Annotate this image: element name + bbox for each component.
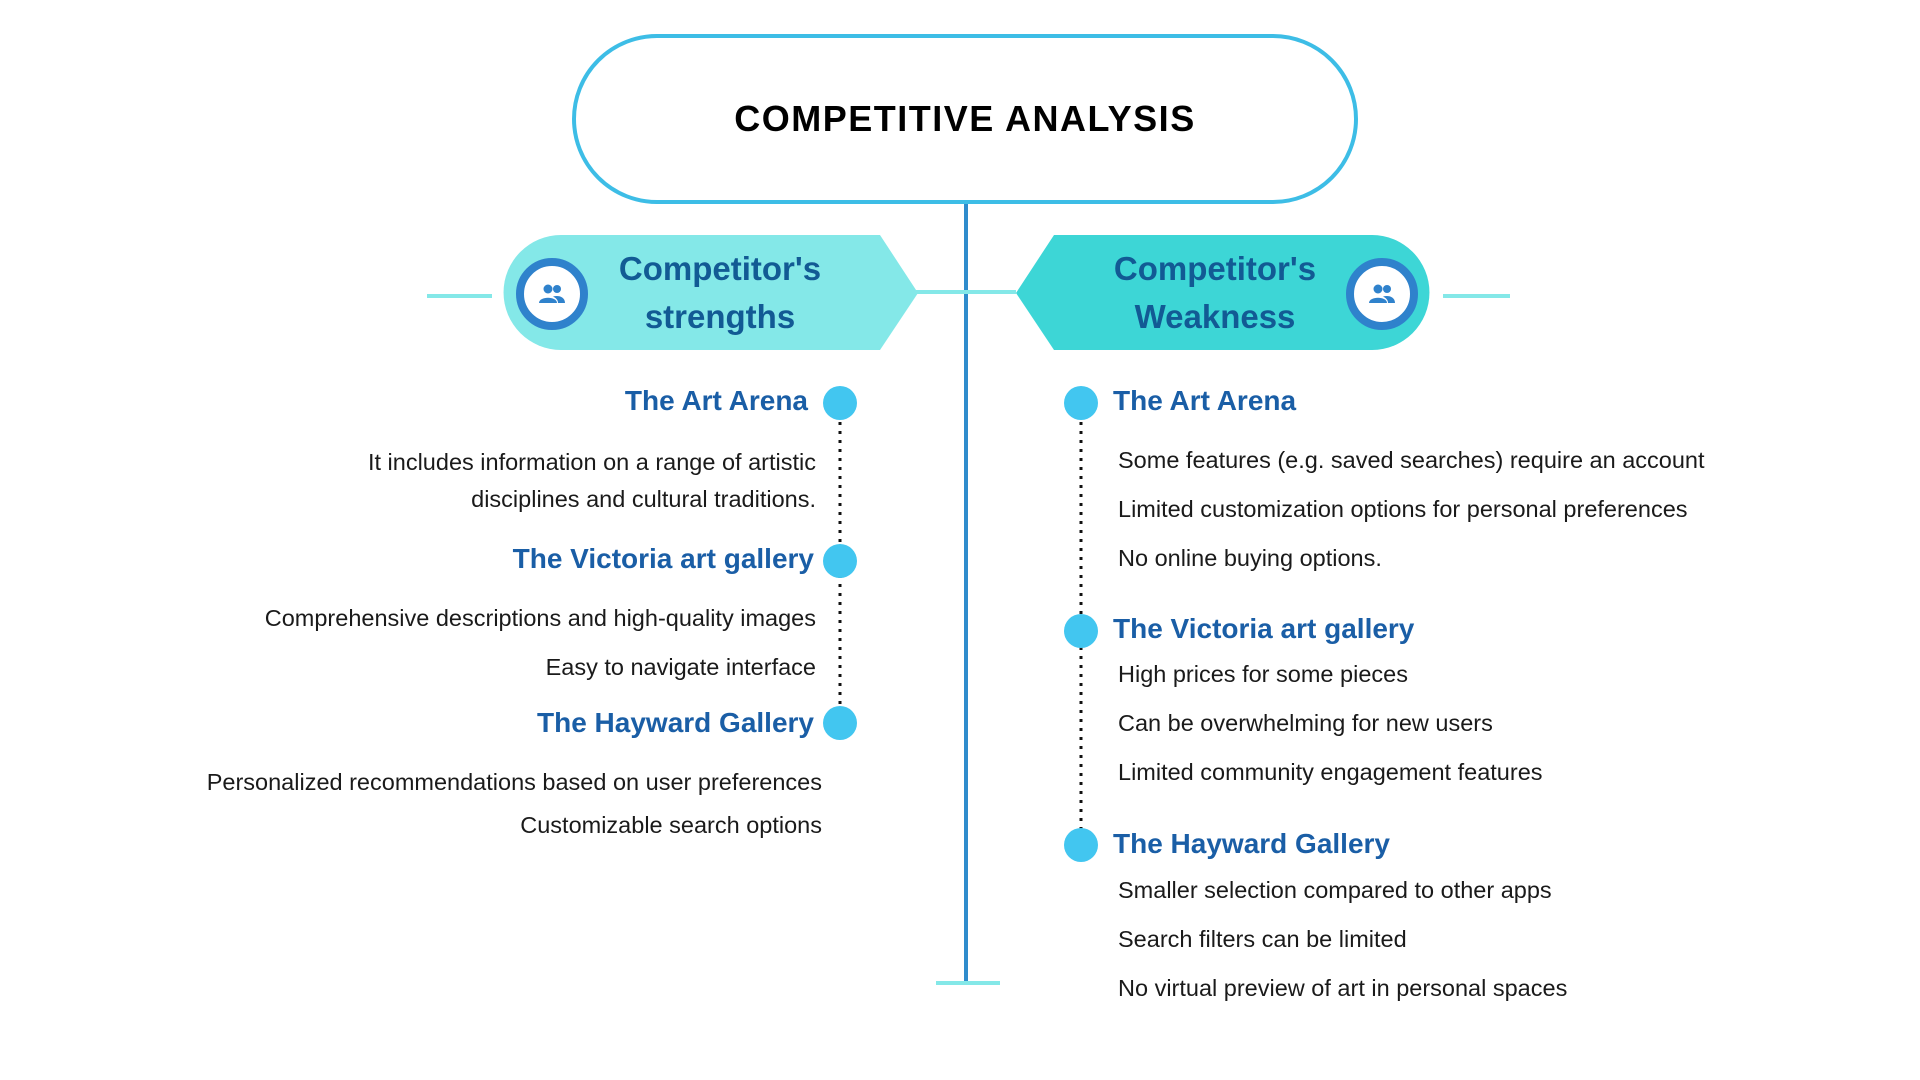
weakness-dot-art-arena <box>1064 386 1098 420</box>
strengths-banner-line-2: strengths <box>644 298 796 335</box>
weakness-people-icon <box>1346 258 1418 330</box>
strengths-heading-art-arena: The Art Arena <box>624 385 808 416</box>
weakness-banner-shape <box>1016 235 1430 350</box>
weakness-item: Can be overwhelming for new users <box>1118 710 1493 736</box>
strengths-heading-victoria: The Victoria art gallery <box>512 543 814 574</box>
weakness-item: No online buying options. <box>1118 545 1382 571</box>
strengths-banner-line-1: Competitor's <box>618 250 822 287</box>
weakness-banner-line-2: Weakness <box>1134 298 1296 335</box>
weakness-heading-hayward: The Hayward Gallery <box>1113 828 1391 859</box>
weakness-banner-title: Competitor's Weakness <box>1085 245 1345 341</box>
weakness-item: Limited community engagement features <box>1118 759 1543 785</box>
weakness-banner-line-1: Competitor's <box>1113 250 1317 287</box>
strengths-item: Easy to navigate interface <box>545 654 816 680</box>
strengths-item: disciplines and cultural traditions. <box>471 486 816 512</box>
title-pill: COMPETITIVE ANALYSIS <box>572 34 1358 204</box>
weakness-heading-art-arena: The Art Arena <box>1113 385 1297 416</box>
weakness-heading-victoria: The Victoria art gallery <box>1113 613 1415 644</box>
strengths-dot-hayward <box>823 706 857 740</box>
strengths-banner-title: Competitor's strengths <box>590 245 850 341</box>
strengths-item: It includes information on a range of ar… <box>367 449 816 475</box>
strengths-dot-art-arena <box>823 386 857 420</box>
weakness-item: Limited customization options for person… <box>1118 496 1688 522</box>
people-icon <box>1369 284 1395 303</box>
page-title: COMPETITIVE ANALYSIS <box>734 98 1196 139</box>
strengths-item: Personalized recommendations based on us… <box>206 769 822 795</box>
weakness-dot-victoria <box>1064 614 1098 648</box>
strengths-item: Comprehensive descriptions and high-qual… <box>264 605 816 631</box>
strengths-item: Customizable search options <box>520 812 822 838</box>
strengths-heading-hayward: The Hayward Gallery <box>536 707 814 738</box>
weakness-item: Smaller selection compared to other apps <box>1118 877 1552 903</box>
strengths-people-icon <box>516 258 588 330</box>
strengths-dot-victoria <box>823 544 857 578</box>
weakness-item: Search filters can be limited <box>1118 926 1407 952</box>
weakness-item: Some features (e.g. saved searches) requ… <box>1118 447 1705 473</box>
weakness-dot-hayward <box>1064 828 1098 862</box>
people-icon <box>539 284 565 303</box>
weakness-item: No virtual preview of art in personal sp… <box>1118 975 1568 1001</box>
strengths-banner-shape <box>503 235 918 350</box>
weakness-item: High prices for some pieces <box>1118 661 1408 687</box>
